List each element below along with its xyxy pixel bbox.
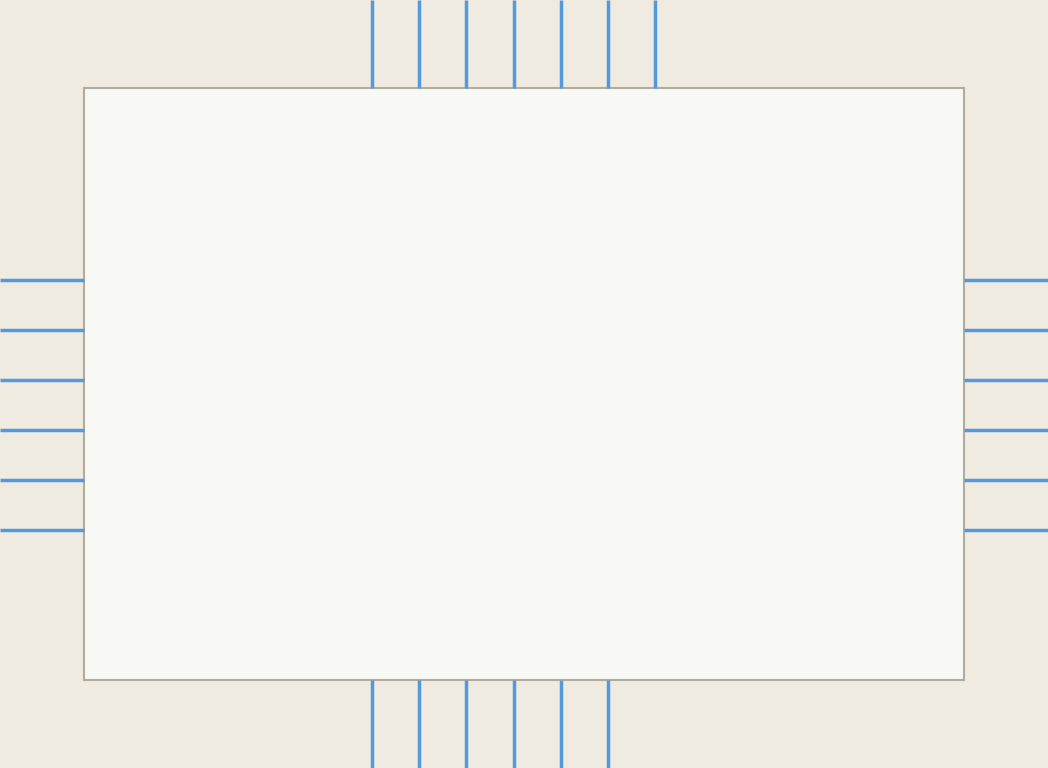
Bar (84, 88, 964, 680)
